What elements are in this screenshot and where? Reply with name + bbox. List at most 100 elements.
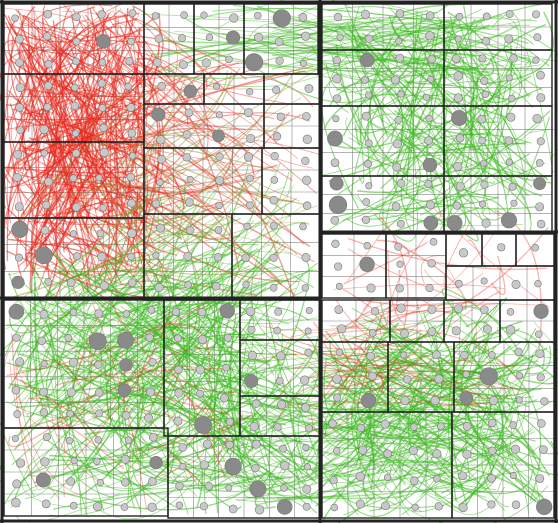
- graph-node: [15, 357, 25, 367]
- graph-node: [488, 351, 496, 359]
- graph-edge: [68, 282, 174, 399]
- graph-edge: [6, 8, 105, 239]
- graph-edge: [68, 109, 104, 186]
- hub-node: [88, 332, 107, 351]
- hub-node: [479, 367, 498, 386]
- graph-edge: [304, 350, 537, 460]
- graph-node: [437, 422, 445, 431]
- graph-node: [365, 182, 373, 190]
- graph-edge: [97, 142, 276, 173]
- graph-edge: [80, 376, 144, 496]
- graph-edge: [60, 6, 72, 166]
- graph-node: [482, 12, 491, 21]
- graph-node: [225, 417, 234, 426]
- graph-node: [251, 463, 260, 473]
- graph-edge: [174, 131, 292, 218]
- graph-node: [182, 153, 192, 162]
- graph-edge: [6, 93, 145, 121]
- graph-edge: [376, 14, 423, 81]
- graph-edge: [430, 456, 446, 475]
- graph-node: [391, 202, 401, 211]
- graph-edge: [81, 14, 158, 123]
- graph-edge: [137, 112, 310, 139]
- graph-node: [126, 103, 136, 113]
- graph-node: [328, 419, 337, 428]
- graph-node: [273, 326, 281, 335]
- graph-edge: [91, 222, 307, 228]
- graph-node: [299, 59, 307, 68]
- graph-edge: [307, 369, 484, 401]
- hub-node: [212, 129, 225, 143]
- graph-edge: [186, 106, 244, 248]
- graph-edge: [423, 269, 484, 289]
- graph-edge: [347, 248, 477, 305]
- graph-edge: [109, 300, 239, 393]
- graph-edge: [379, 216, 409, 333]
- graph-node: [451, 326, 461, 336]
- graph-node: [304, 327, 312, 335]
- graph-edge: [323, 471, 417, 517]
- graph-node: [506, 112, 516, 122]
- graph-edge: [106, 230, 204, 417]
- graph-edge: [491, 13, 523, 91]
- graph-edge: [30, 256, 94, 352]
- graph-node: [509, 471, 517, 479]
- hub-node: [149, 455, 163, 470]
- graph-node: [270, 176, 279, 184]
- graph-node: [94, 388, 104, 397]
- graph-node: [269, 283, 278, 292]
- graph-edge: [241, 17, 381, 54]
- graph-edge: [374, 419, 475, 456]
- graph-edge: [353, 98, 433, 134]
- graph-edge: [98, 138, 278, 168]
- graph-edge: [339, 336, 384, 392]
- graph-node: [454, 304, 463, 313]
- graph-edge: [46, 208, 211, 300]
- graph-edge: [289, 379, 358, 484]
- graph-node: [156, 135, 166, 145]
- graph-edge: [345, 162, 482, 227]
- graph-node: [225, 484, 233, 492]
- graph-node: [481, 90, 490, 99]
- hub-node: [8, 303, 25, 320]
- graph-edge: [20, 111, 77, 224]
- graph-edge: [24, 146, 133, 206]
- graph-node: [364, 159, 373, 168]
- graph-node: [180, 11, 188, 19]
- hub-node: [359, 256, 375, 272]
- graph-edge: [251, 426, 453, 466]
- graph-edge: [62, 11, 166, 98]
- graph-edge: [188, 337, 319, 422]
- graph-edge: [268, 325, 430, 350]
- hub-node: [360, 52, 375, 68]
- graph-node: [400, 351, 408, 359]
- graph-node: [245, 88, 254, 96]
- graph-edge: [128, 275, 303, 413]
- graph-node: [453, 93, 463, 103]
- graph-edge: [292, 413, 327, 483]
- graph-node: [15, 103, 24, 112]
- graph-edge: [270, 399, 505, 424]
- graph-node: [157, 81, 166, 91]
- graph-edge: [38, 155, 69, 196]
- graph-node: [228, 504, 238, 514]
- graph-edge: [99, 87, 157, 195]
- graph-edge: [163, 284, 220, 341]
- graph-node: [411, 503, 419, 511]
- graph-node: [403, 375, 412, 384]
- graph-edge: [321, 78, 360, 209]
- graph-node: [274, 37, 284, 47]
- graph-edge: [211, 7, 490, 30]
- graph-edge: [350, 3, 542, 196]
- graph-node: [144, 413, 153, 423]
- graph-edge: [416, 36, 535, 69]
- graph-node: [505, 158, 513, 166]
- graph-node: [99, 123, 108, 132]
- graph-edge: [459, 347, 504, 506]
- graph-edge: [307, 365, 538, 422]
- graph-edge: [496, 326, 537, 361]
- graph-edge: [317, 362, 414, 435]
- graph-node: [337, 324, 347, 334]
- graph-node: [480, 277, 488, 285]
- graph-edge: [92, 302, 147, 510]
